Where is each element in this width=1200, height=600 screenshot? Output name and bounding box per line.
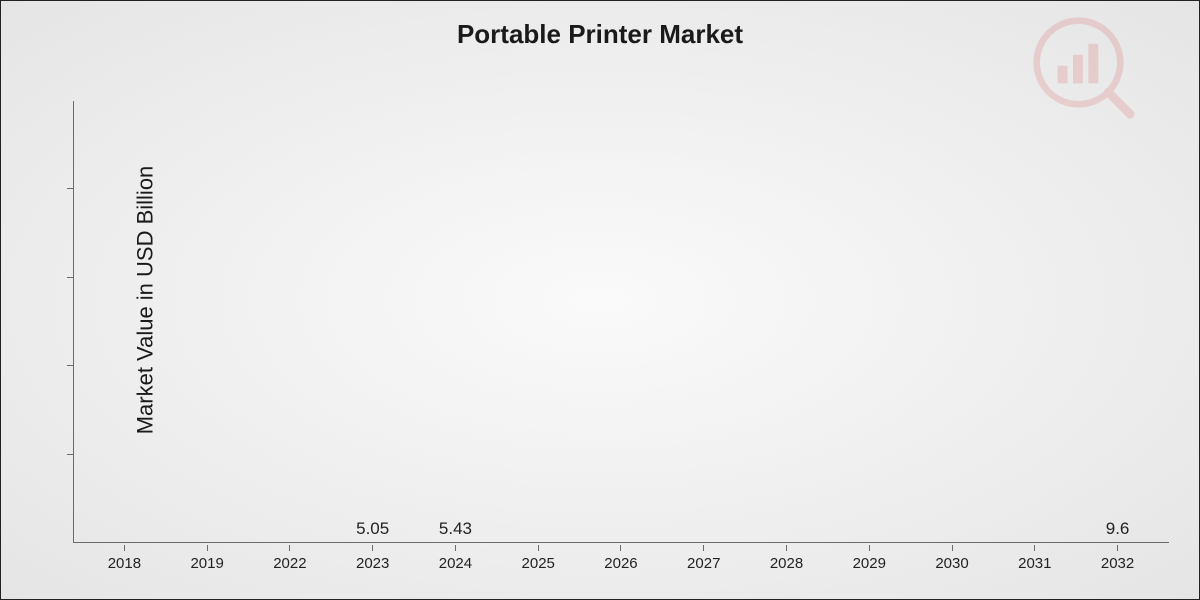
x-tick: 2026 — [580, 545, 663, 585]
bar-column — [497, 519, 580, 543]
x-tick: 2028 — [745, 545, 828, 585]
bar-column — [828, 519, 911, 543]
x-tick-label: 2026 — [604, 555, 637, 572]
x-tick-label: 2031 — [1018, 555, 1051, 572]
tick-mark — [703, 545, 704, 551]
bars-container: 5.05 5.43 9.6 — [73, 101, 1169, 543]
tick-mark — [124, 545, 125, 551]
x-tick-label: 2028 — [770, 555, 803, 572]
bar-column: 5.05 — [331, 519, 414, 543]
bar-column — [993, 519, 1076, 543]
x-tick-label: 2029 — [853, 555, 886, 572]
x-tick-label: 2023 — [356, 555, 389, 572]
tick-mark — [207, 545, 208, 551]
tick-mark — [1117, 545, 1118, 551]
tick-mark — [372, 545, 373, 551]
x-tick: 2022 — [249, 545, 332, 585]
x-tick-label: 2018 — [108, 555, 141, 572]
x-tick-label: 2024 — [439, 555, 472, 572]
x-tick-label: 2025 — [522, 555, 555, 572]
tick-mark — [620, 545, 621, 551]
x-tick: 2019 — [166, 545, 249, 585]
x-tick: 2025 — [497, 545, 580, 585]
bar-column: 9.6 — [1076, 519, 1159, 543]
bar-column: 5.43 — [414, 519, 497, 543]
x-tick-label: 2019 — [190, 555, 223, 572]
bar-column — [662, 519, 745, 543]
x-tick: 2031 — [993, 545, 1076, 585]
tick-mark — [952, 545, 953, 551]
bar-column — [911, 519, 994, 543]
bar-column — [166, 519, 249, 543]
x-tick: 2032 — [1076, 545, 1159, 585]
bar-column — [249, 519, 332, 543]
tick-mark — [869, 545, 870, 551]
chart-title: Portable Printer Market — [1, 19, 1199, 50]
bar-value-label: 9.6 — [1106, 519, 1130, 539]
x-tick: 2023 — [331, 545, 414, 585]
chart-frame: Portable Printer Market Market Value in … — [0, 0, 1200, 600]
bar-column — [580, 519, 663, 543]
x-ticks: 2018 2019 2022 2023 2024 2025 2026 2027 2028 2029… — [73, 545, 1169, 585]
bar-value-label: 5.43 — [439, 519, 472, 539]
x-tick: 2029 — [828, 545, 911, 585]
x-tick: 2024 — [414, 545, 497, 585]
tick-mark — [538, 545, 539, 551]
x-tick: 2027 — [662, 545, 745, 585]
bar-value-label: 5.05 — [356, 519, 389, 539]
x-tick: 2030 — [911, 545, 994, 585]
plot-area: 5.05 5.43 9.6 — [73, 101, 1169, 543]
x-tick-label: 2032 — [1101, 555, 1134, 572]
tick-mark — [455, 545, 456, 551]
bar-column — [83, 519, 166, 543]
bar-column — [745, 519, 828, 543]
tick-mark — [289, 545, 290, 551]
x-tick: 2018 — [83, 545, 166, 585]
tick-mark — [786, 545, 787, 551]
tick-mark — [1034, 545, 1035, 551]
x-tick-label: 2027 — [687, 555, 720, 572]
x-tick-label: 2022 — [273, 555, 306, 572]
x-tick-label: 2030 — [935, 555, 968, 572]
